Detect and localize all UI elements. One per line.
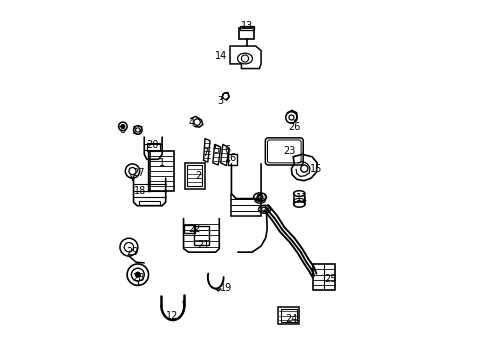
Text: 11: 11: [296, 193, 308, 203]
Text: 1: 1: [159, 158, 165, 168]
Bar: [188, 165, 202, 186]
Text: 26: 26: [288, 122, 300, 132]
Text: 10: 10: [255, 193, 267, 203]
Text: 18: 18: [133, 186, 146, 197]
Circle shape: [135, 272, 140, 277]
Text: 25: 25: [324, 274, 337, 284]
Text: 5: 5: [213, 145, 220, 155]
Bar: [139, 201, 160, 205]
Text: 12: 12: [166, 311, 178, 321]
Bar: [313, 264, 335, 290]
Text: 21: 21: [198, 240, 210, 250]
Text: 15: 15: [310, 164, 322, 174]
Bar: [194, 226, 209, 245]
Text: 28: 28: [132, 273, 145, 283]
Text: 9: 9: [263, 205, 270, 215]
Text: 20: 20: [146, 140, 158, 150]
Text: 17: 17: [132, 126, 144, 136]
Text: 3: 3: [217, 96, 223, 107]
Bar: [240, 26, 253, 30]
Text: 16: 16: [224, 153, 237, 163]
Bar: [228, 154, 237, 165]
Bar: [184, 225, 195, 233]
Text: 2: 2: [196, 171, 202, 181]
Text: 13: 13: [241, 21, 253, 31]
Text: 6: 6: [224, 145, 230, 155]
Text: 4: 4: [188, 118, 195, 128]
Bar: [239, 28, 254, 39]
Circle shape: [121, 125, 124, 128]
Text: 14: 14: [215, 51, 227, 61]
Bar: [147, 143, 160, 151]
Text: 19: 19: [220, 283, 233, 293]
Text: 24: 24: [285, 314, 297, 324]
Text: 7: 7: [202, 148, 209, 158]
Text: 23: 23: [284, 146, 296, 156]
Bar: [278, 307, 299, 324]
Bar: [150, 152, 174, 191]
Bar: [281, 310, 296, 322]
Text: 8: 8: [120, 125, 126, 135]
Text: 22: 22: [188, 224, 200, 234]
Bar: [185, 163, 205, 189]
Text: 29: 29: [126, 247, 139, 257]
Text: 27: 27: [132, 168, 145, 178]
